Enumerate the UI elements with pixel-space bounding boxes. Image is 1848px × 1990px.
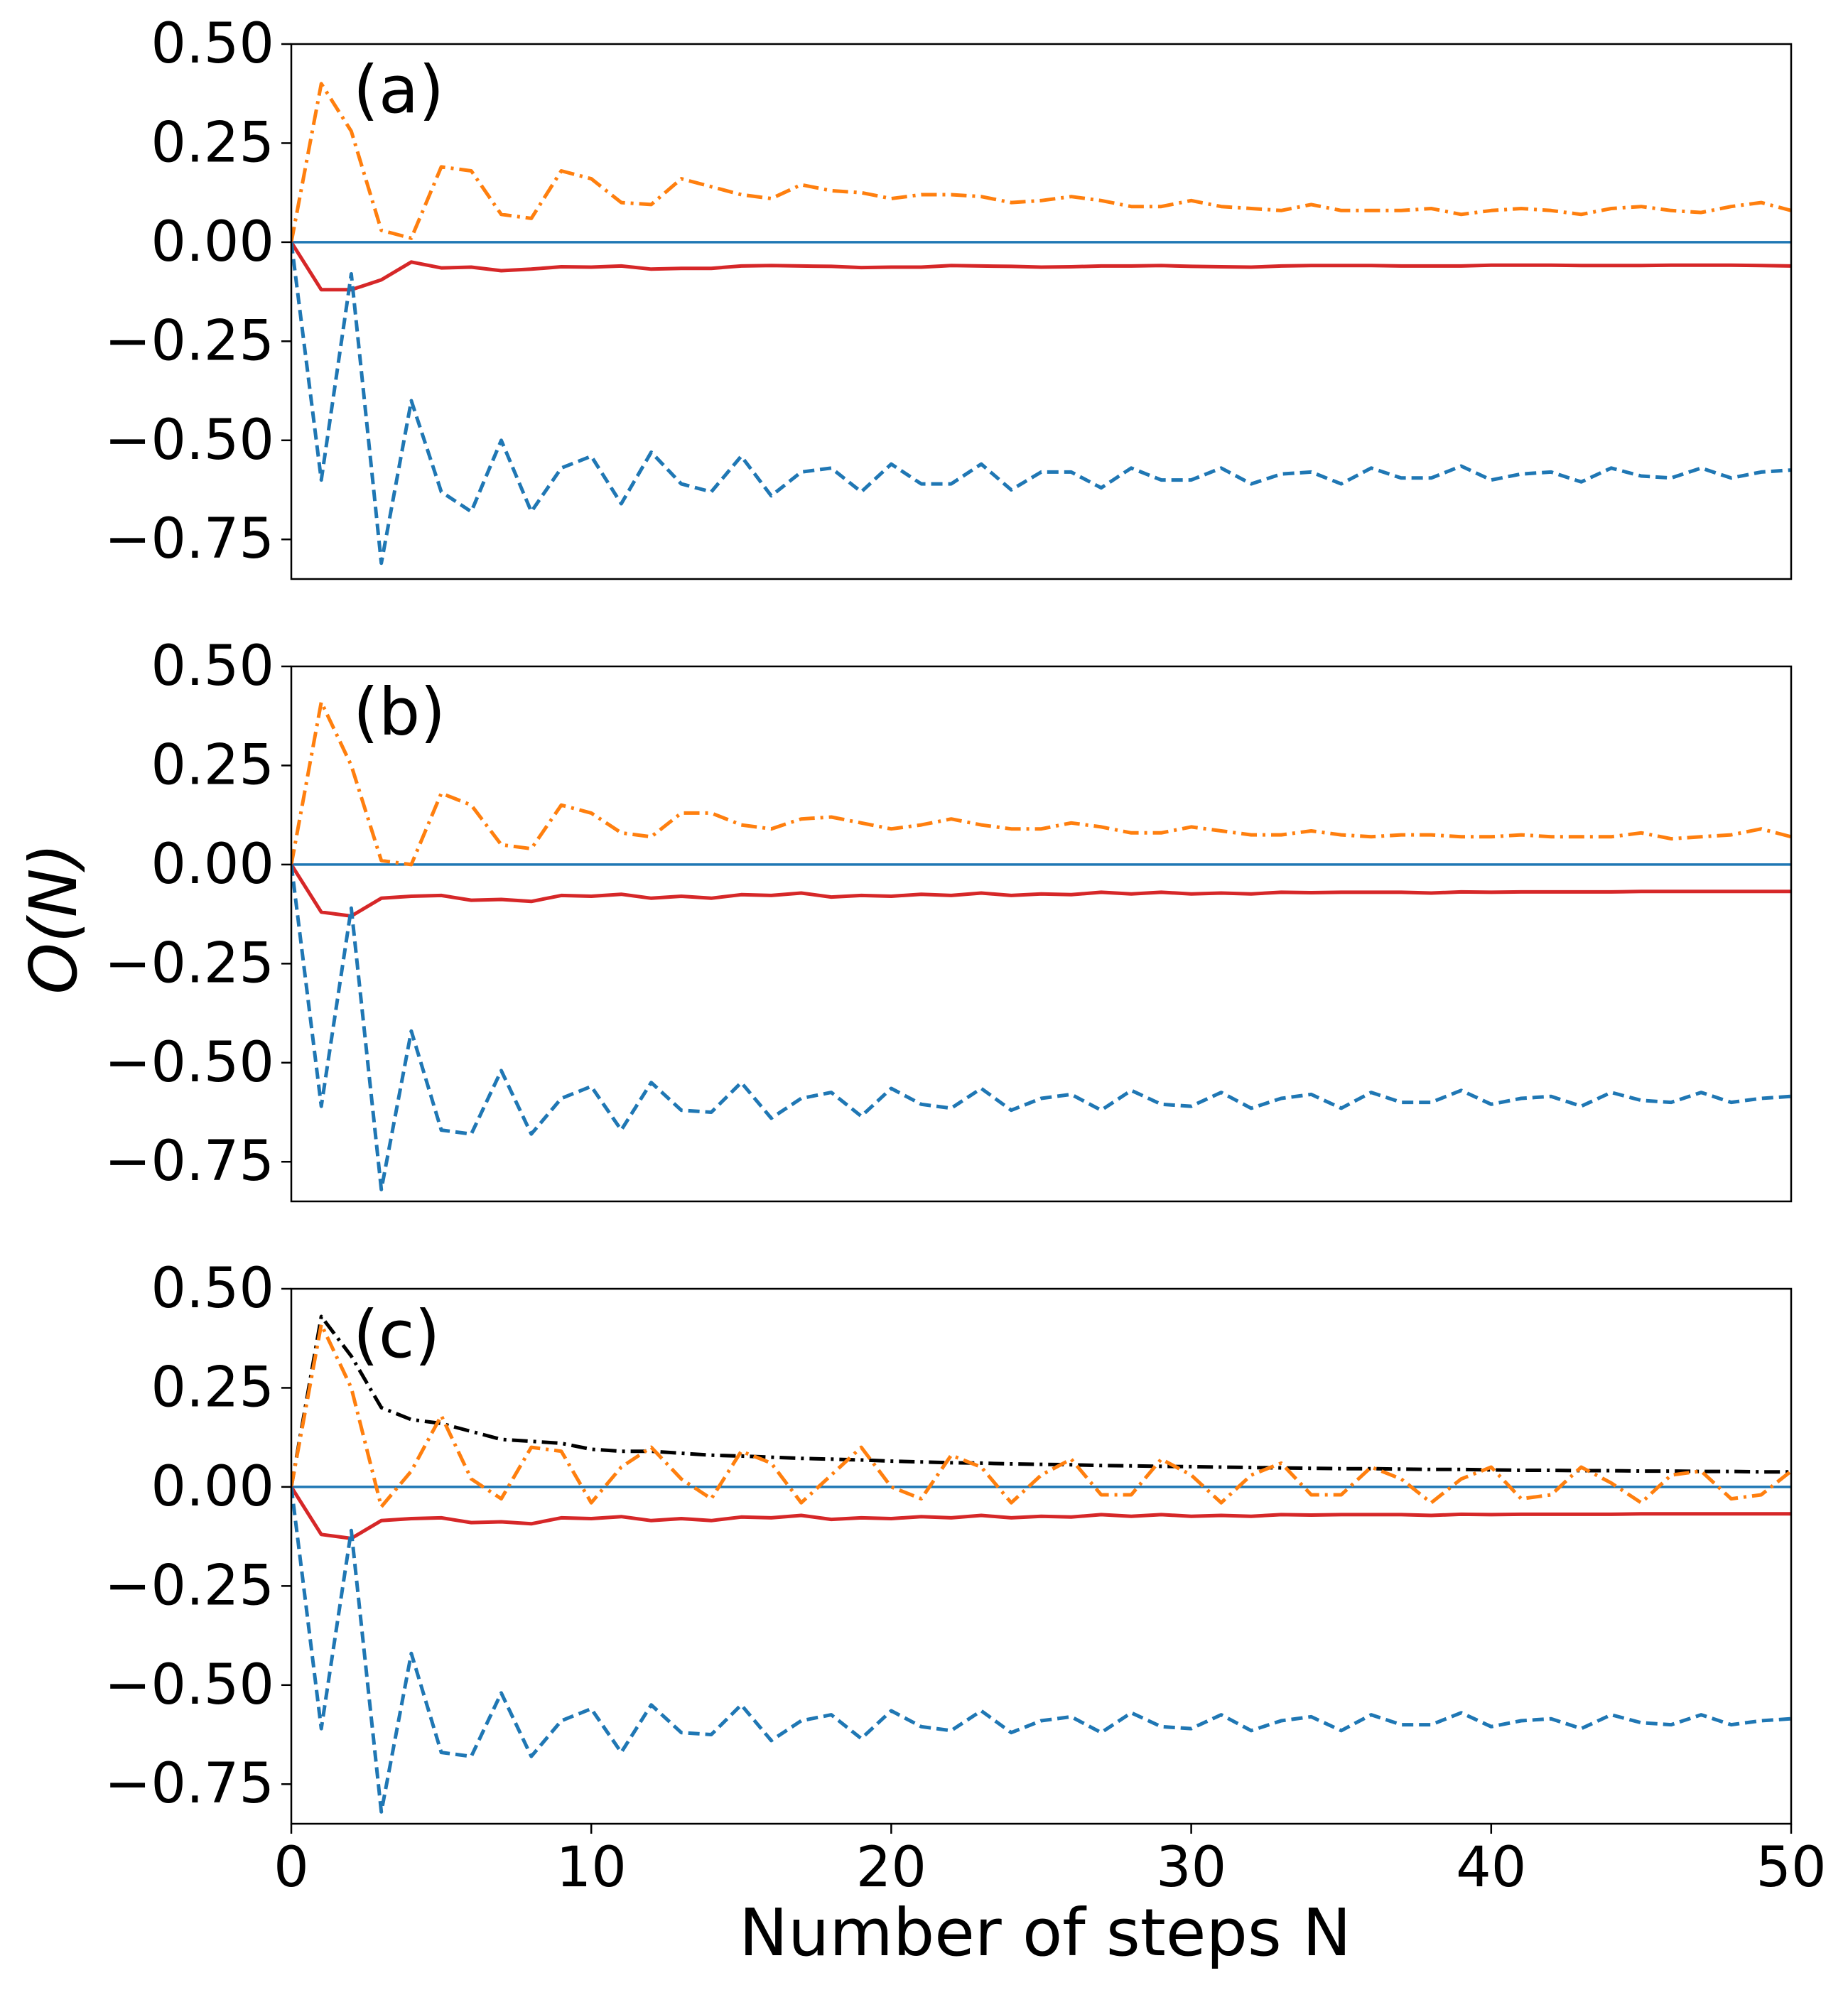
y-tick-label: 0.00: [151, 833, 274, 897]
series-dash-dot-black: [291, 1314, 1791, 1488]
y-tick-label: 0.25: [151, 733, 274, 797]
panel-3: 0.50 0.25 0.00 −0.25 −0.50 −0.750 10 20 30 40 50 (c…: [104, 1257, 1827, 1900]
panels: 0.500.250.00−0.25−0.50−0.75(a)0.500.250.…: [104, 12, 1827, 1900]
series-solid-red: [291, 863, 1791, 918]
y-tick-label: −0.75: [104, 507, 274, 571]
series-dashed-blue: [291, 1486, 1791, 1814]
y-tick-label: −0.75: [104, 1130, 274, 1194]
panel-label: (a): [353, 52, 444, 128]
series-dash-dot-orange: [291, 82, 1791, 243]
series-group: [291, 700, 1791, 1191]
y-tick-label: −0.25: [104, 309, 274, 373]
y-tick-label: −0.75: [104, 1752, 274, 1816]
y-axis-label-suffix: ): [16, 843, 92, 872]
y-axis-label-var: N: [16, 868, 92, 917]
series-group: [291, 1314, 1791, 1814]
series-dashed-blue: [291, 242, 1791, 566]
y-axis-label: O(N): [16, 843, 92, 994]
panel-label: (c): [353, 1297, 440, 1373]
y-tick-label: −0.50: [104, 1031, 274, 1095]
y-tick-label: −0.50: [104, 1653, 274, 1717]
panel-1: 0.50 0.25 0.00 −0.25 −0.50 −0.75 (a): [104, 12, 1793, 580]
x-axis-label: Number of steps N: [739, 1895, 1351, 1971]
series-dash-dot-orange: [291, 700, 1791, 867]
x-tick-label: 50: [1756, 1836, 1826, 1900]
panel-2: 0.50 0.25 0.00 −0.25 −0.50 −0.75 (b): [104, 634, 1793, 1203]
x-tick-label: 20: [856, 1836, 926, 1900]
y-tick-label: −0.25: [104, 931, 274, 995]
y-tick-label: 0.00: [151, 210, 274, 274]
series-group: [291, 82, 1791, 566]
series-dash-dot-orange: [291, 1322, 1791, 1509]
y-tick-label: −0.50: [104, 409, 274, 472]
y-tick-label: 0.00: [151, 1455, 274, 1519]
y-tick-label: 0.25: [151, 1356, 274, 1420]
panel-frame: [290, 43, 1793, 580]
x-tick-label: 0: [274, 1836, 309, 1900]
y-tick-label: 0.50: [151, 1257, 274, 1321]
x-tick-label: 30: [1156, 1836, 1226, 1900]
y-tick-label: 0.50: [151, 634, 274, 698]
series-solid-red: [291, 241, 1791, 292]
x-tick-label: 10: [556, 1836, 627, 1900]
series-dashed-blue: [291, 864, 1791, 1191]
y-tick-label: 0.50: [151, 12, 274, 76]
series-solid-red: [291, 1486, 1791, 1540]
y-axis-label-prefix: O(: [16, 914, 92, 994]
x-tick-label: 40: [1456, 1836, 1526, 1900]
panel-frame: [290, 1287, 1793, 1825]
panel-frame: [290, 665, 1793, 1203]
panel-label: (b): [353, 674, 445, 750]
y-tick-label: −0.25: [104, 1554, 274, 1618]
y-tick-label: 0.25: [151, 111, 274, 175]
